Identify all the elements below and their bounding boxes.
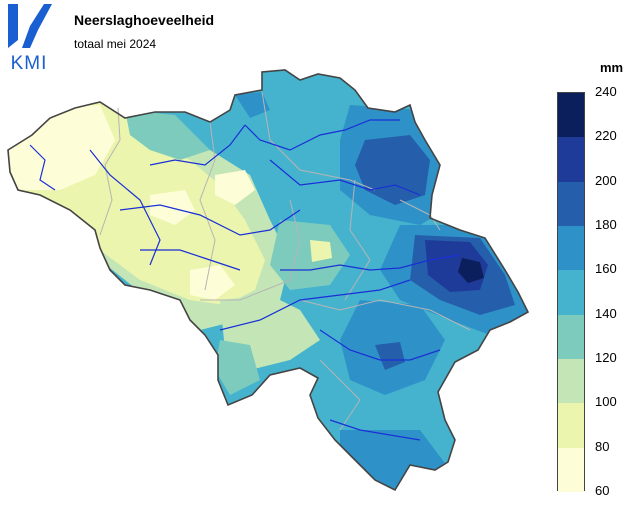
kmi-logo: KMI bbox=[0, 0, 58, 74]
legend-colorbar bbox=[557, 92, 585, 493]
legend-tick-label: 240 bbox=[595, 84, 617, 99]
legend-tick-label: 180 bbox=[595, 217, 617, 232]
legend-class-80-100 bbox=[558, 403, 584, 449]
province-borders bbox=[99, 91, 471, 431]
legend-class-180-200 bbox=[558, 181, 584, 227]
legend-tick-label: 60 bbox=[595, 483, 610, 498]
precipitation-field bbox=[8, 70, 528, 490]
legend-class-160-180 bbox=[558, 226, 584, 271]
legend-class-140-160 bbox=[558, 270, 584, 316]
legend-tick-label: 80 bbox=[595, 438, 610, 454]
rivers bbox=[29, 119, 461, 441]
map-subtitle: totaal mei 2024 bbox=[74, 37, 157, 51]
legend-tick-label: 120 bbox=[595, 350, 617, 365]
legend-tick-label: 160 bbox=[595, 261, 617, 277]
legend-tick-label: 140 bbox=[595, 305, 617, 321]
logo-text: KMI bbox=[10, 53, 48, 74]
legend-class-220-240 bbox=[558, 93, 584, 138]
legend-unit: mm bbox=[600, 60, 624, 75]
map-title: Neerslaghoeveelheid bbox=[74, 12, 215, 28]
legend-class-60-80 bbox=[558, 447, 584, 493]
legend-class-120-140 bbox=[558, 314, 584, 360]
precipitation-map bbox=[0, 60, 540, 500]
legend-tick-label: 100 bbox=[595, 394, 617, 410]
legend-class-100-120 bbox=[558, 359, 584, 404]
legend-tick-label: 220 bbox=[595, 128, 617, 144]
legend-class-200-220 bbox=[558, 137, 584, 183]
legend-tick-label: 200 bbox=[595, 172, 617, 188]
